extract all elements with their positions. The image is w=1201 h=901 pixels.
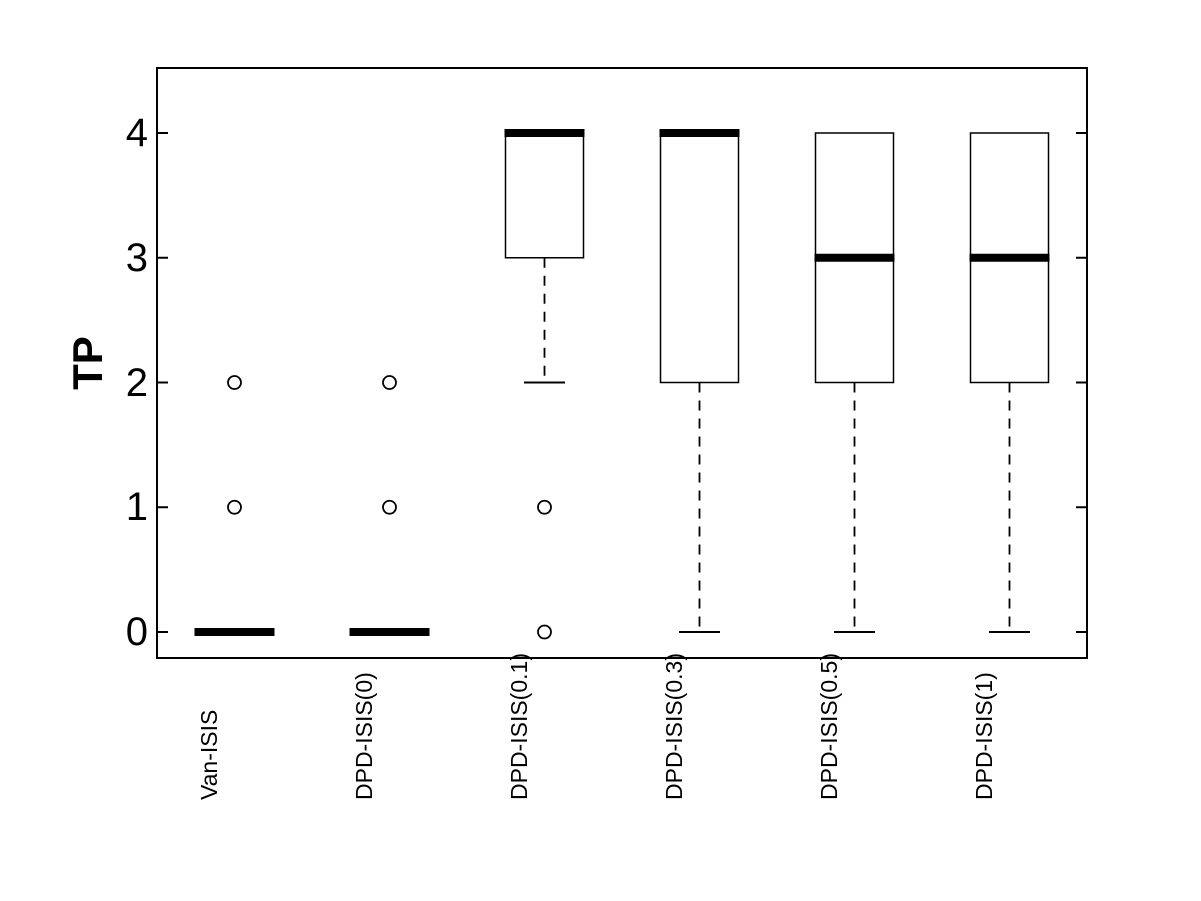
median-line [814,253,895,262]
x-category-label: DPD-ISIS(1) [970,672,997,800]
outlier-point [382,375,397,390]
x-category-label: DPD-ISIS(0.1) [505,653,532,800]
axis-frame [156,67,1088,659]
outlier-point [537,499,552,515]
median-line [194,628,275,636]
median-line [969,253,1050,262]
box-rect [659,132,740,384]
y-tick-label: 3 [125,235,148,280]
x-category-label: Van-ISIS [195,709,222,800]
outlier-point [537,624,552,640]
median-line [659,129,740,137]
median-line [504,129,585,137]
outlier-point [227,499,242,515]
median-line [349,628,430,636]
y-tick-label: 2 [125,360,148,405]
outlier-point [227,375,242,390]
x-category-label: DPD-ISIS(0.3) [660,653,687,800]
x-category-label: DPD-ISIS(0) [350,672,377,800]
y-tick-label: 1 [125,485,148,530]
y-tick-label: 4 [125,111,148,155]
y-tick-label: 0 [125,610,148,654]
x-category-label: DPD-ISIS(0.5) [815,653,842,800]
outlier-point [382,499,397,515]
box-rect [504,132,585,259]
